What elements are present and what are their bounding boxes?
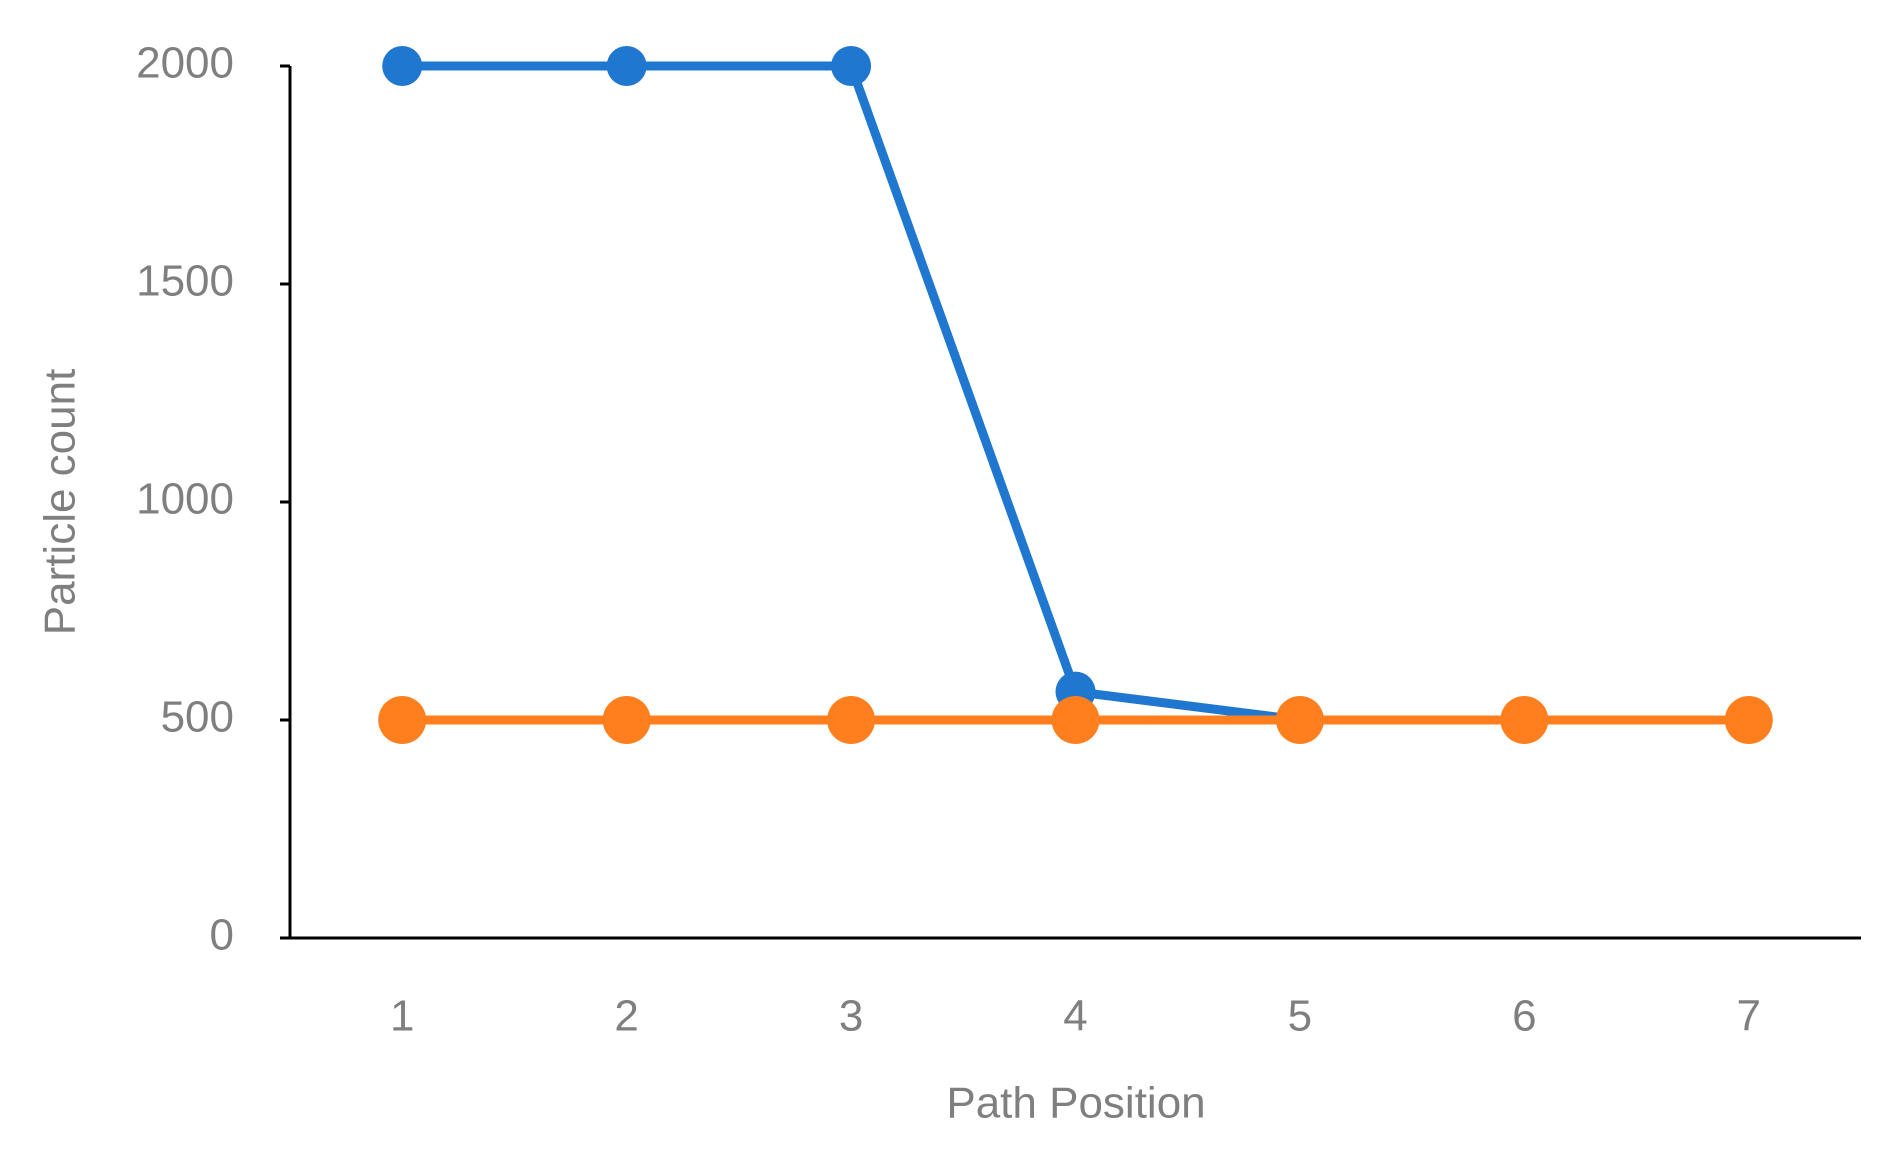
series-marker (382, 46, 423, 86)
x-tick-label: 6 (1512, 992, 1536, 1041)
series-marker (827, 696, 876, 744)
series-marker (1500, 696, 1549, 744)
series-marker (606, 46, 647, 86)
x-tick-label: 3 (839, 992, 863, 1041)
x-tick-label: 4 (1063, 992, 1087, 1041)
series-marker (831, 46, 872, 86)
x-tick-label: 7 (1737, 992, 1761, 1041)
y-tick-label: 500 (161, 693, 234, 742)
y-tick-label: 2000 (136, 39, 234, 88)
series-marker (602, 696, 651, 744)
x-tick-label: 5 (1288, 992, 1312, 1041)
y-tick-label: 1000 (136, 475, 234, 524)
y-tick-label: 0 (210, 911, 234, 960)
series-line (402, 61, 1749, 725)
series-marker (1051, 696, 1100, 744)
y-axis-title: Particle count (36, 369, 85, 636)
series-marker (378, 696, 427, 744)
series-marker (1275, 696, 1324, 744)
y-tick-label: 1500 (136, 257, 234, 306)
x-axis-title: Path Position (946, 1079, 1205, 1128)
x-tick-label: 2 (614, 992, 638, 1041)
series-marker (1724, 696, 1773, 744)
x-tick-label: 1 (390, 992, 414, 1041)
